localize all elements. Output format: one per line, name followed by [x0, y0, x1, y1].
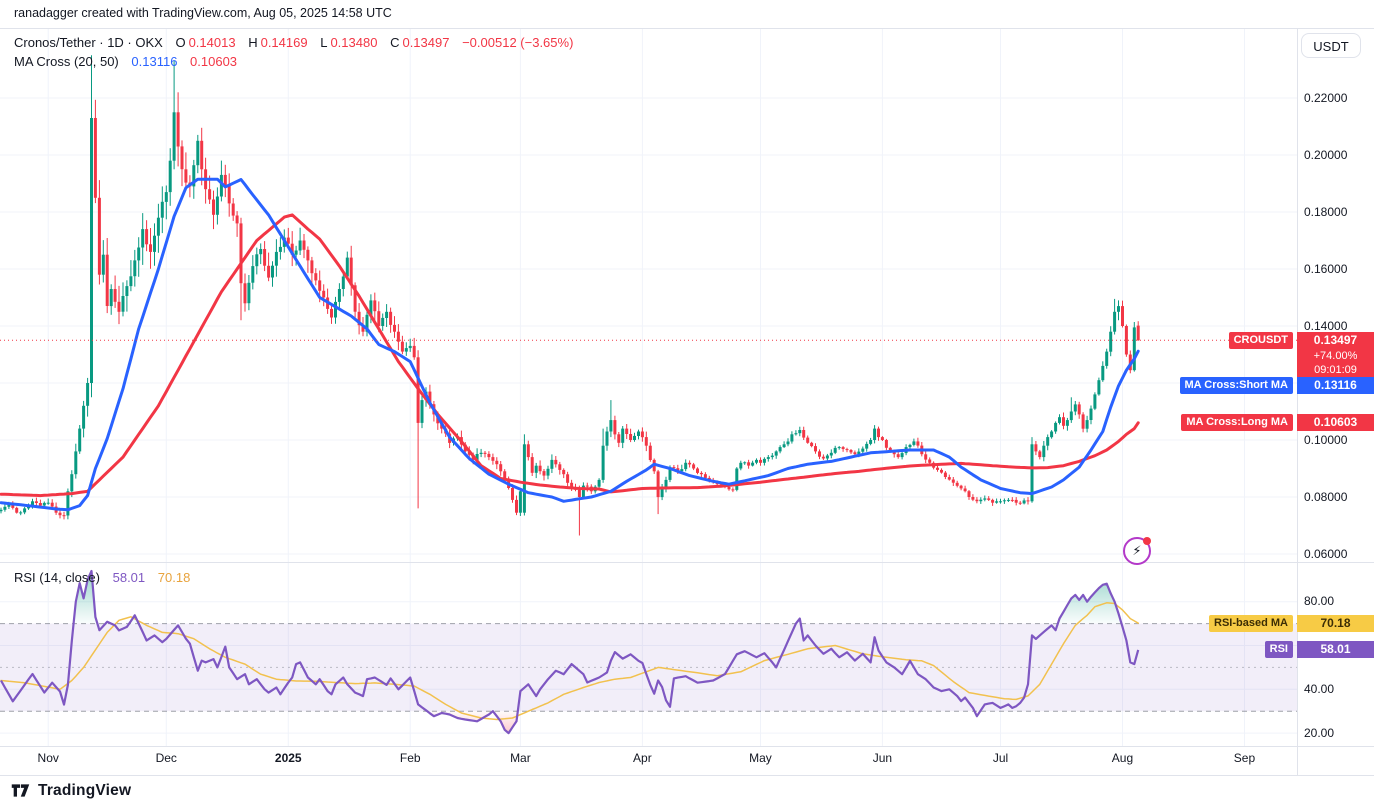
- short-ma-value: 0.13116: [1314, 377, 1357, 392]
- price-tick: 0.08000: [1304, 489, 1348, 504]
- rsi-tag: RSI: [1264, 641, 1293, 659]
- ma-cross-title[interactable]: MA Cross (20, 50): [14, 54, 119, 69]
- short-ma-line: [0, 177, 1140, 512]
- open-value: 0.14013: [188, 35, 236, 50]
- rsi-axis-value: 58.01: [1320, 642, 1351, 657]
- close-value: 0.13497: [402, 35, 450, 50]
- low-label: L: [320, 35, 328, 50]
- rsi-tick: 80.00: [1304, 594, 1335, 609]
- time-tick[interactable]: Jul: [992, 751, 1009, 765]
- brand-name[interactable]: TradingView: [38, 781, 132, 799]
- price-tick: 0.18000: [1304, 204, 1348, 219]
- time-tick[interactable]: Feb: [399, 751, 421, 765]
- open-label: O: [175, 35, 186, 50]
- time-tick[interactable]: Nov: [37, 751, 59, 765]
- rsi-ma-axis-label: 70.18: [1297, 614, 1374, 632]
- long-ma-value: 0.10603: [1313, 415, 1358, 430]
- rsi-line: [0, 569, 1140, 735]
- rsi-legend: RSI (14, close) 58.01 70.18: [14, 570, 190, 585]
- publish-idea-button[interactable]: ⚡: [1123, 537, 1151, 565]
- current-price-axis-label: 0.13497 +74.00% 09:01:09: [1297, 331, 1374, 377]
- price-tick: 0.10000: [1304, 432, 1348, 447]
- rsi-title[interactable]: RSI (14, close): [14, 570, 100, 585]
- ma-long-value: 0.10603: [190, 54, 238, 69]
- grid: [0, 28, 1297, 746]
- short-ma-axis-label: 0.13116: [1297, 376, 1374, 394]
- close-label: C: [390, 35, 400, 50]
- time-tick[interactable]: Mar: [510, 751, 531, 765]
- chart-canvas[interactable]: [0, 28, 1374, 776]
- rsi-ma-value: 70.18: [157, 570, 191, 585]
- low-value: 0.13480: [330, 35, 378, 50]
- current-price-symbol-tag: CROUSDT: [1228, 331, 1293, 349]
- current-change-percent: +74.00%: [1313, 349, 1358, 362]
- price-tick: 0.06000: [1304, 546, 1348, 561]
- price-tick: 0.14000: [1304, 318, 1348, 333]
- time-tick[interactable]: Dec: [155, 751, 177, 765]
- long-ma-line: [0, 213, 1140, 498]
- bar-countdown: 09:01:09: [1314, 363, 1357, 376]
- short-ma-tag: MA Cross:Short MA: [1179, 376, 1293, 394]
- ma-short-value: 0.13116: [131, 54, 178, 69]
- lightning-icon: ⚡: [1132, 543, 1142, 558]
- time-tick[interactable]: 2025: [274, 751, 302, 765]
- high-value: 0.14169: [260, 35, 308, 50]
- currency-unit-button[interactable]: USDT: [1301, 33, 1361, 58]
- current-price-value: 0.13497: [1313, 332, 1358, 347]
- rsi-ma-axis-value: 70.18: [1320, 615, 1351, 630]
- time-tick[interactable]: Aug: [1111, 751, 1134, 765]
- tradingview-logo-icon[interactable]: [10, 780, 31, 801]
- time-tick[interactable]: Apr: [633, 751, 652, 765]
- symbol-legend: Cronos/Tether · 1D · OKX O 0.14013 H 0.141…: [14, 35, 573, 50]
- rsi-axis-label: 58.01: [1297, 641, 1374, 659]
- price-tick: 0.16000: [1304, 261, 1348, 276]
- symbol-title[interactable]: Cronos/Tether · 1D · OKX: [14, 35, 163, 50]
- price-tick: 0.20000: [1304, 147, 1348, 162]
- price-tick: 0.22000: [1304, 90, 1348, 105]
- rsi-tick: 20.00: [1304, 725, 1335, 740]
- notification-dot: [1143, 537, 1151, 545]
- ma-cross-legend: MA Cross (20, 50) 0.13116 0.10603: [14, 54, 237, 69]
- rsi-ma-line: [0, 602, 1139, 721]
- high-label: H: [248, 35, 258, 50]
- long-ma-tag: MA Cross:Long MA: [1181, 414, 1293, 432]
- rsi-ma-tag: RSI-based MA: [1209, 614, 1293, 632]
- attribution-text: ranadagger created with TradingView.com,…: [14, 6, 392, 20]
- time-tick[interactable]: May: [749, 751, 772, 765]
- time-tick[interactable]: Jun: [872, 751, 893, 765]
- rsi-tick: 40.00: [1304, 681, 1335, 696]
- change-value: −0.00512 (−3.65%): [462, 35, 574, 50]
- time-tick[interactable]: Sep: [1233, 751, 1256, 765]
- rsi-value: 58.01: [112, 570, 146, 585]
- footer-brand: TradingView: [10, 780, 131, 801]
- rsi-band: [0, 623, 1297, 712]
- long-ma-axis-label: 0.10603: [1297, 414, 1374, 432]
